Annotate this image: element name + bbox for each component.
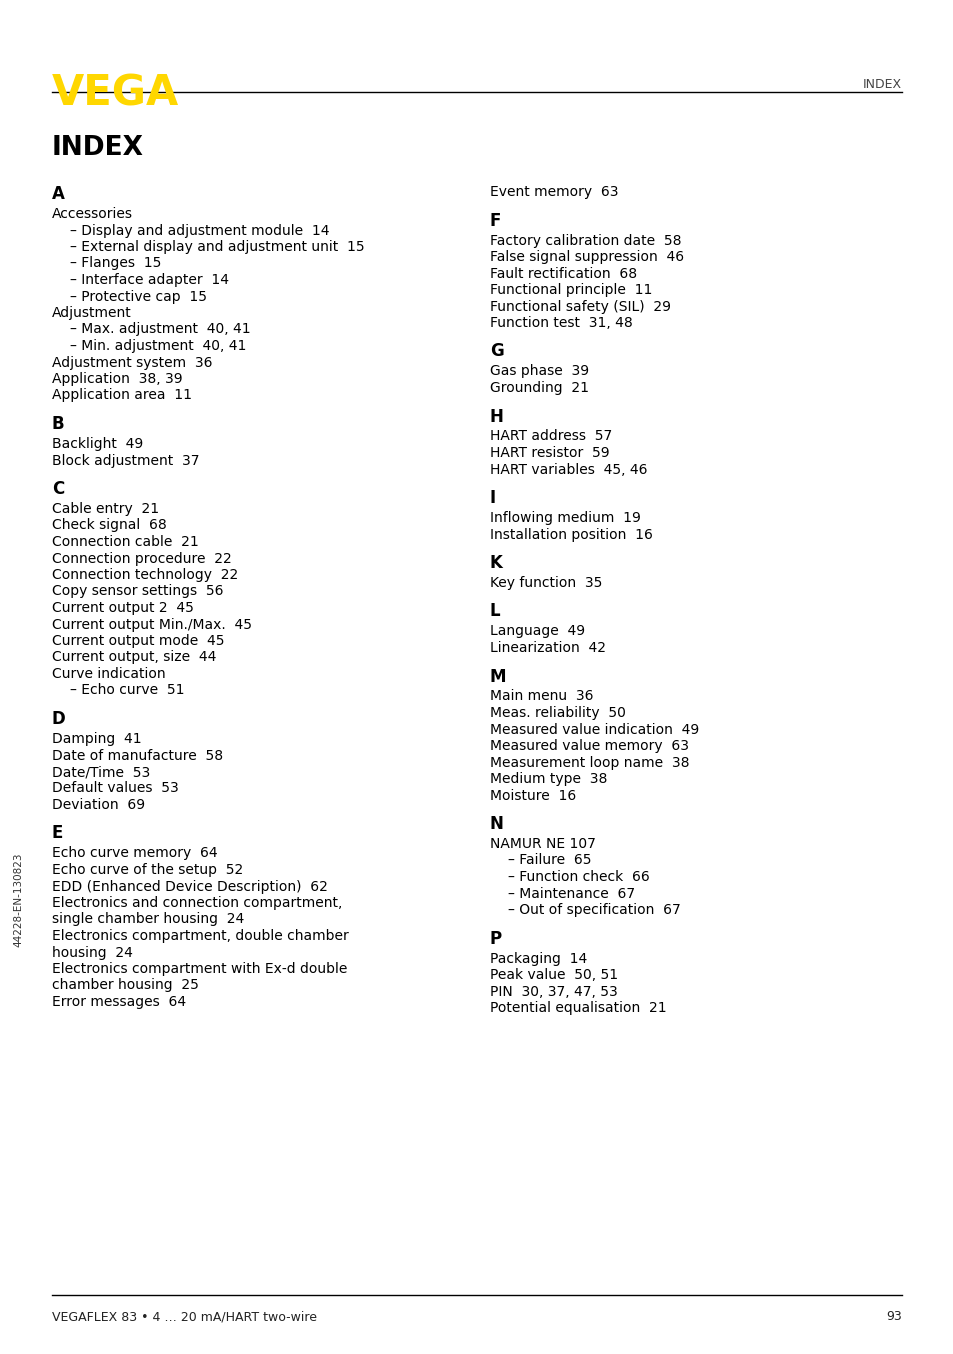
Text: PIN  30, 37, 47, 53: PIN 30, 37, 47, 53 [490,984,618,998]
Text: Installation position  16: Installation position 16 [490,528,652,542]
Text: Block adjustment  37: Block adjustment 37 [52,454,199,467]
Text: HART variables  45, 46: HART variables 45, 46 [490,463,647,477]
Text: – Echo curve  51: – Echo curve 51 [70,684,184,697]
Text: HART resistor  59: HART resistor 59 [490,445,609,460]
Text: chamber housing  25: chamber housing 25 [52,979,198,992]
Text: Application area  11: Application area 11 [52,389,192,402]
Text: Connection procedure  22: Connection procedure 22 [52,551,232,566]
Text: Cable entry  21: Cable entry 21 [52,502,159,516]
Text: Damping  41: Damping 41 [52,733,141,746]
Text: Linearization  42: Linearization 42 [490,640,605,655]
Text: Key function  35: Key function 35 [490,575,601,590]
Text: Adjustment system  36: Adjustment system 36 [52,356,213,370]
Text: – Display and adjustment module  14: – Display and adjustment module 14 [70,223,329,237]
Text: 93: 93 [885,1311,901,1323]
Text: Peak value  50, 51: Peak value 50, 51 [490,968,618,982]
Text: EDD (Enhanced Device Description)  62: EDD (Enhanced Device Description) 62 [52,880,328,894]
Text: Measurement loop name  38: Measurement loop name 38 [490,756,689,769]
Text: single chamber housing  24: single chamber housing 24 [52,913,244,926]
Text: – Interface adapter  14: – Interface adapter 14 [70,274,229,287]
Text: Echo curve of the setup  52: Echo curve of the setup 52 [52,862,243,877]
Text: Measured value indication  49: Measured value indication 49 [490,723,699,737]
Text: L: L [490,603,500,620]
Text: Error messages  64: Error messages 64 [52,995,186,1009]
Text: D: D [52,709,66,728]
Text: Electronics compartment with Ex-d double: Electronics compartment with Ex-d double [52,961,347,976]
Text: – External display and adjustment unit  15: – External display and adjustment unit 1… [70,240,364,255]
Text: Copy sensor settings  56: Copy sensor settings 56 [52,585,223,598]
Text: Backlight  49: Backlight 49 [52,437,143,451]
Text: Function test  31, 48: Function test 31, 48 [490,315,632,330]
Text: Current output Min./Max.  45: Current output Min./Max. 45 [52,617,252,631]
Text: – Maintenance  67: – Maintenance 67 [507,887,635,900]
Text: F: F [490,211,501,229]
Text: – Max. adjustment  40, 41: – Max. adjustment 40, 41 [70,322,251,337]
Text: HART address  57: HART address 57 [490,429,612,444]
Text: INDEX: INDEX [862,79,901,91]
Text: INDEX: INDEX [52,135,144,161]
Text: Functional safety (SIL)  29: Functional safety (SIL) 29 [490,299,670,314]
Text: Current output 2  45: Current output 2 45 [52,601,193,615]
Text: Date/Time  53: Date/Time 53 [52,765,150,779]
Text: Inflowing medium  19: Inflowing medium 19 [490,510,640,525]
Text: Factory calibration date  58: Factory calibration date 58 [490,233,680,248]
Text: H: H [490,408,503,425]
Text: Potential equalisation  21: Potential equalisation 21 [490,1001,666,1016]
Text: Functional principle  11: Functional principle 11 [490,283,652,297]
Text: N: N [490,815,503,833]
Text: – Protective cap  15: – Protective cap 15 [70,290,207,303]
Text: I: I [490,489,496,506]
Text: Gas phase  39: Gas phase 39 [490,364,589,379]
Text: Medium type  38: Medium type 38 [490,772,607,787]
Text: Meas. reliability  50: Meas. reliability 50 [490,705,625,720]
Text: Measured value memory  63: Measured value memory 63 [490,739,688,753]
Text: E: E [52,825,63,842]
Text: Deviation  69: Deviation 69 [52,798,145,812]
Text: Fault rectification  68: Fault rectification 68 [490,267,637,280]
Text: Connection technology  22: Connection technology 22 [52,567,238,582]
Text: VEGAFLEX 83 • 4 … 20 mA/HART two-wire: VEGAFLEX 83 • 4 … 20 mA/HART two-wire [52,1311,316,1323]
Text: housing  24: housing 24 [52,945,132,960]
Text: Moisture  16: Moisture 16 [490,788,576,803]
Text: Current output, size  44: Current output, size 44 [52,650,216,665]
Text: M: M [490,668,506,685]
Text: Adjustment: Adjustment [52,306,132,320]
Text: Main menu  36: Main menu 36 [490,689,593,704]
Text: C: C [52,481,64,498]
Text: Grounding  21: Grounding 21 [490,380,588,395]
Text: Default values  53: Default values 53 [52,781,178,796]
Text: Application  38, 39: Application 38, 39 [52,372,182,386]
Text: K: K [490,554,502,571]
Text: B: B [52,414,65,433]
Text: Event memory  63: Event memory 63 [490,185,618,199]
Text: Date of manufacture  58: Date of manufacture 58 [52,749,223,762]
Text: Packaging  14: Packaging 14 [490,952,587,965]
Text: A: A [52,185,65,203]
Text: – Failure  65: – Failure 65 [507,853,591,868]
Text: NAMUR NE 107: NAMUR NE 107 [490,837,596,852]
Text: Curve indication: Curve indication [52,668,166,681]
Text: Echo curve memory  64: Echo curve memory 64 [52,846,217,861]
Text: P: P [490,929,501,948]
Text: Check signal  68: Check signal 68 [52,519,167,532]
Text: Electronics and connection compartment,: Electronics and connection compartment, [52,896,342,910]
Text: G: G [490,343,503,360]
Text: Current output mode  45: Current output mode 45 [52,634,224,649]
Text: Electronics compartment, double chamber: Electronics compartment, double chamber [52,929,349,942]
Text: 44228-EN-130823: 44228-EN-130823 [13,853,23,948]
Text: Connection cable  21: Connection cable 21 [52,535,198,548]
Text: – Out of specification  67: – Out of specification 67 [507,903,680,917]
Text: Language  49: Language 49 [490,624,584,639]
Text: VEGA: VEGA [52,72,179,114]
Text: – Function check  66: – Function check 66 [507,871,649,884]
Text: – Flanges  15: – Flanges 15 [70,256,161,271]
Text: Accessories: Accessories [52,207,132,221]
Text: – Min. adjustment  40, 41: – Min. adjustment 40, 41 [70,338,246,353]
Text: False signal suppression  46: False signal suppression 46 [490,250,683,264]
